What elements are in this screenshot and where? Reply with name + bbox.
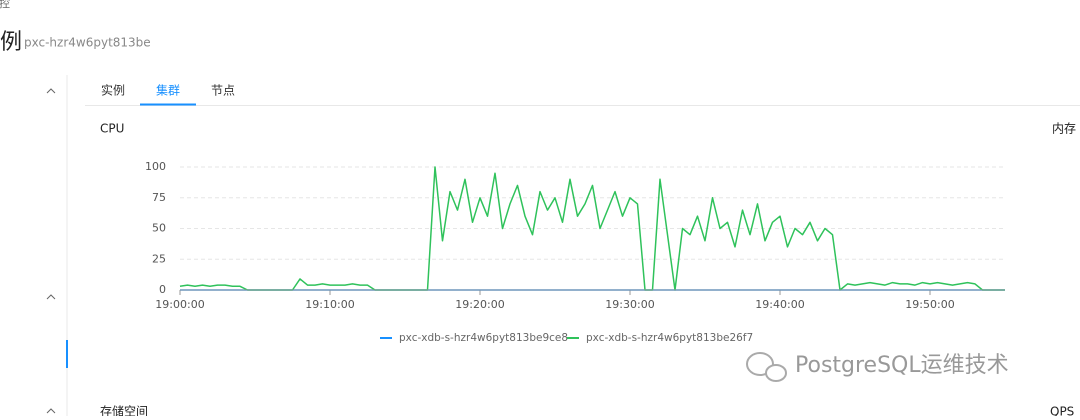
watermark-icon bbox=[765, 364, 787, 382]
tab[interactable]: 实例 bbox=[101, 83, 125, 98]
x-tick-label: 19:00:00 bbox=[155, 298, 204, 311]
y-tick-label: 0 bbox=[159, 283, 166, 296]
panel-title: CPU bbox=[100, 122, 124, 136]
y-tick-label: 25 bbox=[152, 252, 166, 265]
panel-title: 内存 bbox=[1052, 122, 1076, 136]
panel-title: 存储空间 bbox=[100, 404, 148, 417]
breadcrumb: 数据监控 bbox=[0, 0, 10, 10]
panel-title: QPS bbox=[1050, 405, 1074, 417]
tab[interactable]: 节点 bbox=[211, 84, 235, 98]
x-tick-label: 19:10:00 bbox=[305, 298, 354, 311]
watermark: PostgreSQL运维技术 bbox=[746, 352, 1009, 382]
watermark-text: PostgreSQL运维技术 bbox=[795, 353, 1009, 378]
y-tick-label: 100 bbox=[145, 160, 166, 173]
instance-id: pxc-hzr4w6pyt813be bbox=[24, 36, 151, 50]
tab[interactable]: 集群 bbox=[156, 83, 180, 98]
x-tick-label: 19:30:00 bbox=[605, 298, 654, 311]
x-tick-label: 19:50:00 bbox=[905, 298, 954, 311]
collapse-icon[interactable] bbox=[46, 408, 56, 414]
x-tick-label: 19:40:00 bbox=[755, 298, 804, 311]
collapse-icon[interactable] bbox=[46, 88, 56, 94]
watermark-icon bbox=[746, 352, 774, 376]
series-line bbox=[179, 166, 1005, 291]
y-tick-label: 50 bbox=[152, 222, 166, 235]
legend-label[interactable]: pxc-xdb-s-hzr4w6pyt813be9ce8 bbox=[399, 332, 568, 344]
collapse-icon[interactable] bbox=[46, 294, 56, 300]
x-tick-label: 19:20:00 bbox=[455, 298, 504, 311]
page-title: 实例 bbox=[0, 30, 22, 55]
y-tick-label: 75 bbox=[152, 191, 166, 204]
legend-label[interactable]: pxc-xdb-s-hzr4w6pyt813be26f7 bbox=[586, 332, 753, 344]
